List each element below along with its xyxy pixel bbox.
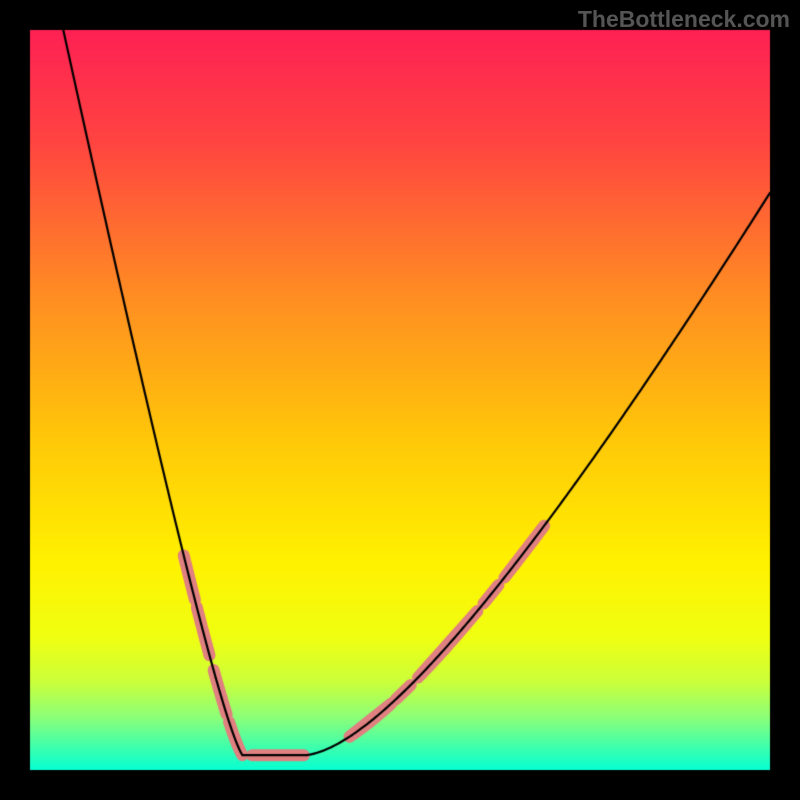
- watermark-text: TheBottleneck.com: [578, 6, 790, 33]
- bottleneck-chart: [0, 0, 800, 800]
